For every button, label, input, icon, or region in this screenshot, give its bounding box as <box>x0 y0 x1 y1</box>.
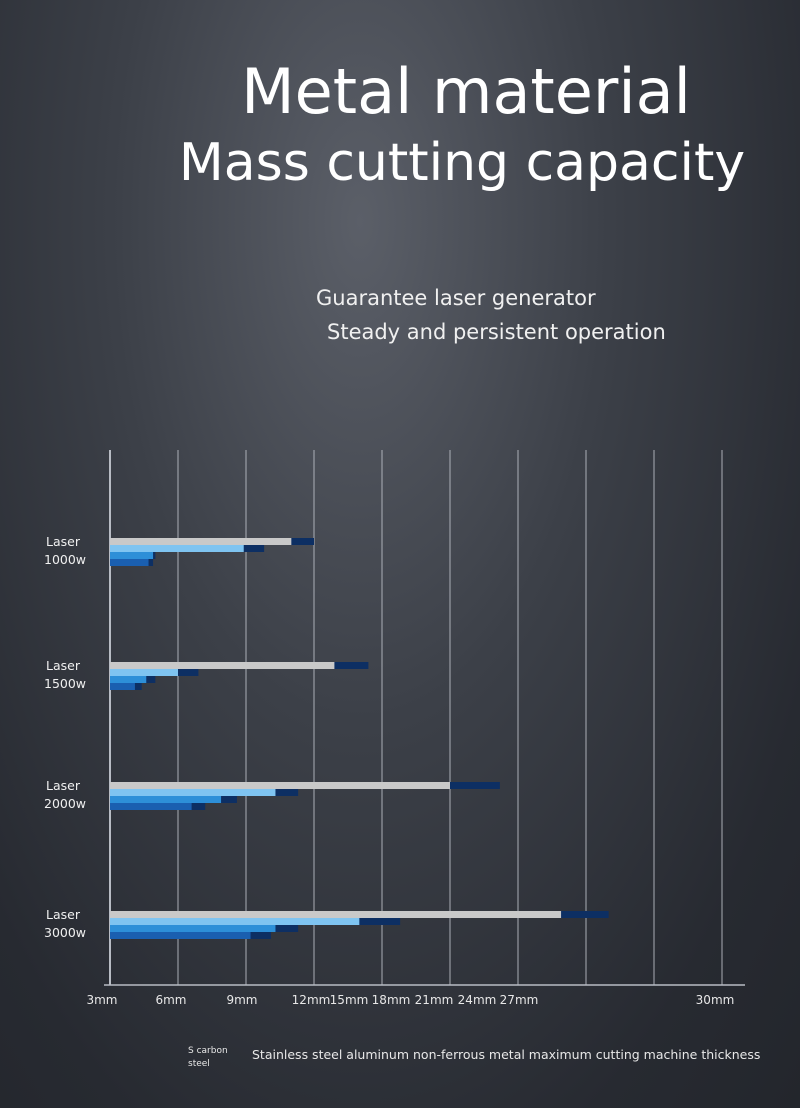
grid-lines <box>109 450 723 985</box>
legend-description: Stainless steel aluminum non-ferrous met… <box>252 1047 761 1062</box>
bars <box>110 538 609 939</box>
x-tick-label: 24mm <box>458 993 497 1007</box>
category-label: Laser 1000w <box>44 534 86 567</box>
x-tick-label: 27mm <box>500 993 539 1007</box>
x-tick-label: 15mm <box>330 993 369 1007</box>
legend-carbon-steel: S carbon steel <box>188 1046 228 1069</box>
category-label: Laser 1500w <box>44 658 86 691</box>
bar-carbon <box>110 538 292 545</box>
x-tick-label: 18mm <box>372 993 411 1007</box>
bar-aluminum <box>110 796 222 803</box>
bar-stainless <box>110 545 244 552</box>
page-title-line1: Metal material <box>241 55 691 128</box>
bar-nonferrous <box>110 683 135 690</box>
bar-nonferrous <box>110 559 149 566</box>
category-labels: Laser 1000w Laser 1500w Laser 2000w Laser 3000w <box>44 534 86 940</box>
bar-aluminum <box>110 552 154 559</box>
bar-nonferrous <box>110 803 192 810</box>
bar-stainless <box>110 789 276 796</box>
tick-labels: 3mm 6mm 9mm 12mm 15mm 18mm 21mm 24mm 27mm 30mm <box>86 993 734 1007</box>
bar-stainless <box>110 918 360 925</box>
subtitle-line1: Guarantee laser generator <box>316 286 596 310</box>
x-tick-label: 12mm <box>292 993 331 1007</box>
bar-carbon <box>110 911 562 918</box>
bar-nonferrous <box>110 932 251 939</box>
x-tick-label: 30mm <box>696 993 735 1007</box>
category-label: Laser 3000w <box>44 907 86 940</box>
x-tick-label: 3mm <box>86 993 117 1007</box>
bar-aluminum <box>110 925 276 932</box>
subtitle-line2: Steady and persistent operation <box>327 320 666 344</box>
x-tick-label: 9mm <box>226 993 257 1007</box>
page-title-line2: Mass cutting capacity <box>178 133 746 193</box>
category-label: Laser 2000w <box>44 778 86 811</box>
bar-stainless <box>110 669 178 676</box>
bar-aluminum <box>110 676 147 683</box>
x-tick-label: 21mm <box>415 993 454 1007</box>
bar-carbon <box>110 662 335 669</box>
bar-carbon <box>110 782 450 789</box>
x-tick-label: 6mm <box>155 993 186 1007</box>
